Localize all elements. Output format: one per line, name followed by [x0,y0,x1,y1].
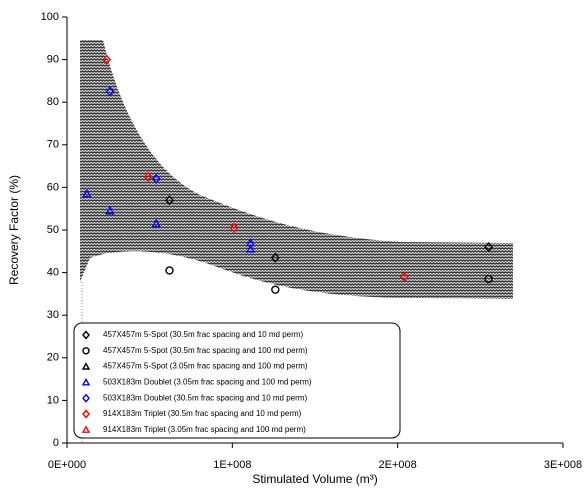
y-tick-label: 30 [47,309,59,321]
x-axis-title: Stimulated Volume (m³) [252,472,377,486]
point [484,241,494,253]
legend-label: 914X183m Triplet (30.5m frac spacing and… [103,409,302,418]
point [271,285,280,294]
y-tick-label: 40 [47,267,59,279]
point [399,271,409,282]
legend-marker [82,347,90,355]
point [270,252,280,263]
legend-label: 457X457m 5-Spot (30.5m frac spacing and … [103,346,308,355]
x-tick-label: 3E+008 [544,459,582,471]
point [105,205,115,215]
y-tick-label: 50 [47,224,59,236]
y-tick-label: 100 [41,11,59,23]
legend-marker [81,362,91,370]
x-tick-label: 0E+000 [48,459,86,471]
point [151,173,161,184]
point [143,171,153,182]
point [245,244,256,253]
legend-marker [81,425,91,433]
point [82,188,92,198]
legend-label: 503X183m Doublet (30.5m frac spacing and… [103,393,307,402]
legend-box [73,322,401,439]
legend-label: 503X183m Doublet (3.05m frac spacing and… [103,378,312,387]
y-axis-title: Recovery Factor (%) [7,175,21,285]
point [165,195,174,206]
uncertainty-band [80,40,513,299]
legend-marker [82,409,90,419]
y-tick-label: 90 [47,54,59,66]
x-tick-label: 2E+008 [379,459,417,471]
legend-label: 457X457m 5-Spot (3.05m frac spacing and … [103,362,308,371]
point [151,218,161,228]
point [102,54,112,65]
y-tick-label: 70 [47,139,59,151]
y-tick-label: 20 [47,352,59,364]
y-tick-label: 60 [47,181,59,193]
y-tick-label: 80 [47,96,59,108]
y-tick-label: 10 [47,394,59,406]
legend-marker [81,377,91,386]
point [484,274,493,284]
point [165,266,174,275]
legend-marker [82,330,90,340]
point [105,86,115,97]
legend-label: 914X183m Triplet (3.05m frac spacing and… [103,425,306,434]
x-tick-label: 1E+008 [213,459,251,471]
legend-marker [82,393,90,403]
y-tick-label: 0 [53,437,59,449]
point [229,222,239,233]
legend-label: 457X457m 5-Spot (30.5m frac spacing and … [103,330,303,339]
